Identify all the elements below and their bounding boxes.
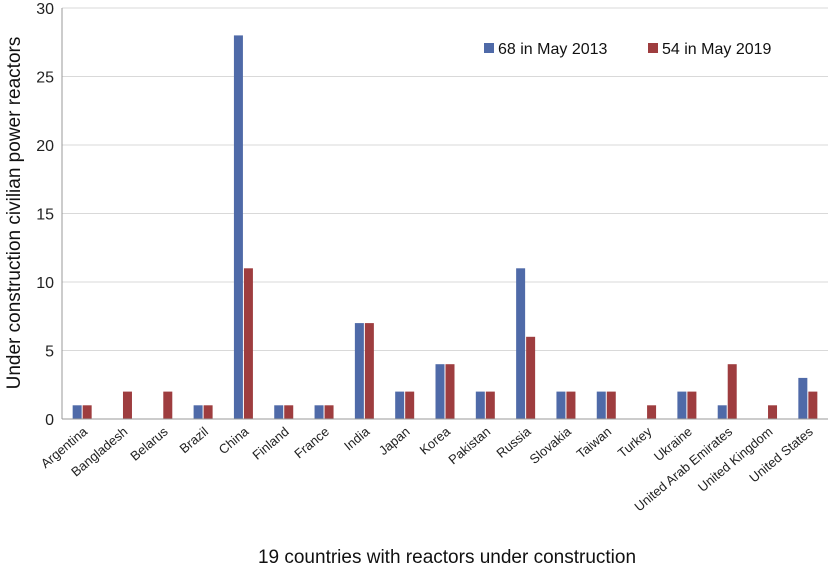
bar-united-states-2013 — [798, 377, 808, 419]
bar-china-2019 — [243, 268, 253, 419]
bar-finland-2019 — [284, 405, 294, 419]
bar-slovakia-2013 — [556, 391, 566, 419]
bar-france-2013 — [314, 405, 324, 419]
x-tick-label: Japan — [376, 424, 413, 458]
bar-japan-2019 — [405, 391, 415, 419]
bar-pakistan-2013 — [475, 391, 485, 419]
bar-pakistan-2019 — [485, 391, 495, 419]
bar-united-states-2019 — [808, 391, 818, 419]
y-tick-label: 25 — [36, 70, 54, 87]
x-tick-label: Belarus — [127, 423, 171, 463]
x-tick-label: Taiwan — [574, 424, 615, 462]
bar-ukraine-2019 — [687, 391, 697, 419]
legend-swatch-2019 — [648, 43, 658, 53]
legend-swatch-2013 — [484, 43, 494, 53]
bar-ukraine-2013 — [677, 391, 687, 419]
gridlines — [62, 7, 828, 351]
x-tick-label: Turkey — [615, 423, 655, 460]
bar-korea-2013 — [435, 364, 445, 419]
bar-united-kingdom-2019 — [768, 405, 778, 419]
y-tick-label: 15 — [36, 207, 54, 224]
legend: 68 in May 2013 54 in May 2019 — [484, 41, 772, 58]
bar-bangladesh-2019 — [122, 391, 132, 419]
x-tick-label: India — [341, 423, 373, 453]
y-tick-label: 20 — [36, 138, 54, 155]
bar-china-2013 — [233, 35, 243, 420]
y-tick-label: 5 — [45, 344, 54, 361]
x-tick-label: France — [291, 424, 332, 462]
bar-france-2019 — [324, 405, 334, 419]
x-tick-label: China — [216, 423, 252, 457]
x-tick-label: Pakistan — [445, 424, 493, 468]
bar-finland-2013 — [274, 405, 284, 419]
bar-belarus-2019 — [163, 391, 173, 419]
bar-united-arab-emirates-2019 — [727, 364, 737, 419]
bars — [72, 35, 818, 420]
bar-russia-2013 — [516, 268, 526, 419]
x-tick-label: Finland — [249, 424, 291, 463]
bar-turkey-2019 — [647, 405, 657, 419]
bar-slovakia-2019 — [566, 391, 576, 419]
bar-argentina-2013 — [72, 405, 82, 419]
x-axis-title: 19 countries with reactors under constru… — [258, 547, 636, 568]
bar-russia-2019 — [526, 336, 536, 419]
legend-label-2019: 54 in May 2019 — [662, 41, 772, 58]
bar-japan-2013 — [395, 391, 405, 419]
bar-india-2013 — [354, 323, 364, 419]
bar-korea-2019 — [445, 364, 455, 419]
bar-india-2019 — [364, 323, 374, 419]
y-tick-label: 30 — [36, 1, 54, 18]
bar-united-arab-emirates-2013 — [717, 405, 727, 419]
bar-brazil-2013 — [193, 405, 203, 419]
y-tick-labels: 0 5 10 15 20 25 30 — [36, 1, 54, 429]
legend-label-2013: 68 in May 2013 — [498, 41, 608, 58]
bar-brazil-2019 — [203, 405, 213, 419]
bar-taiwan-2013 — [596, 391, 606, 419]
y-tick-label: 10 — [36, 275, 54, 292]
y-tick-label: 0 — [45, 412, 54, 429]
bar-taiwan-2019 — [606, 391, 616, 419]
bar-argentina-2019 — [82, 405, 92, 419]
x-tick-label: Slovakia — [527, 423, 575, 467]
x-tick-label: Brazil — [176, 424, 211, 456]
y-axis-title: Under construction civilian power reacto… — [4, 37, 25, 390]
